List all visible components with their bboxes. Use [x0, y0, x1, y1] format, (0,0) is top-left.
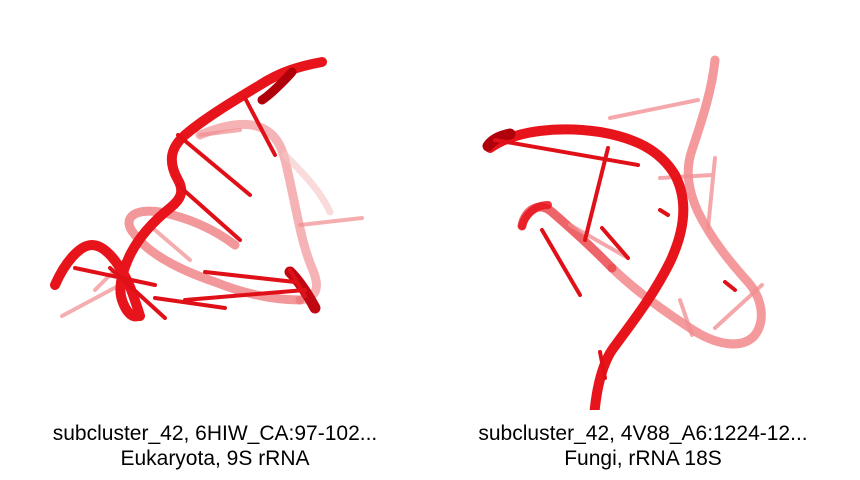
backbone-faded-strand — [124, 119, 334, 305]
base-sticks-faded — [60, 128, 364, 318]
rna-structure-render-right — [482, 55, 766, 410]
rna-structure-render-left — [50, 57, 364, 322]
panel-caption-right: subcluster_42, 4V88_A6:1224-12... Fungi,… — [428, 421, 858, 471]
panel-subtitle: Eukaryota, 9S rRNA — [120, 447, 310, 470]
panel-caption-left: subcluster_42, 6HIW_CA:97-102... Eukaryo… — [0, 421, 430, 471]
base-sticks — [493, 138, 737, 380]
base-sticks — [73, 96, 307, 320]
panel-subtitle: Fungi, rRNA 18S — [564, 447, 722, 470]
backbone-main-strand — [50, 57, 327, 322]
panel-title: subcluster_42, 4V88_A6:1224-12... — [478, 422, 808, 445]
base-sticks-faded — [568, 98, 764, 337]
panel-title: subcluster_42, 6HIW_CA:97-102... — [52, 422, 378, 445]
backbone-main-strand — [482, 124, 689, 410]
